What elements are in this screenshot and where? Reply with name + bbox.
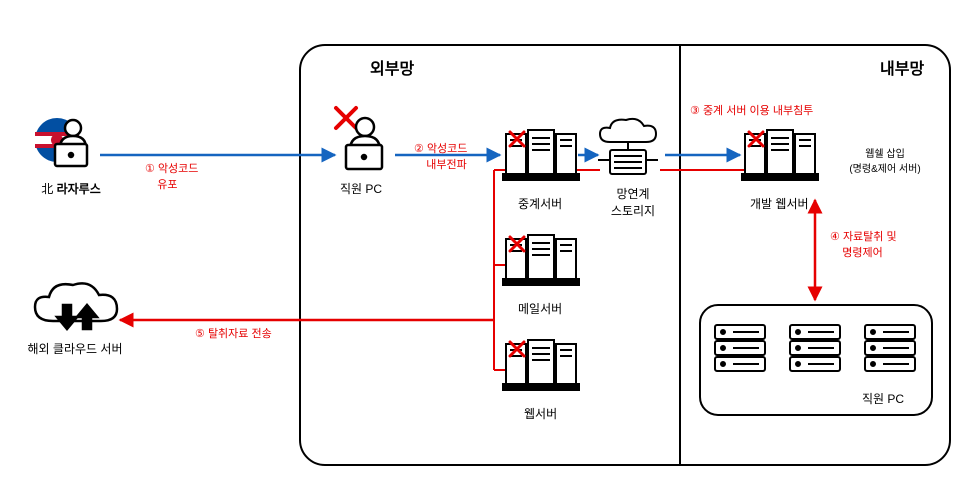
- network-storage-label: 망연계스토리지: [608, 185, 658, 219]
- cloud-server-icon: [35, 283, 117, 329]
- cloud-server-label: 해외 클라우드 서버: [20, 340, 130, 357]
- employee-pc-label: 직원 PC: [340, 180, 382, 197]
- step5-label: ⑤ 탈취자료 전송: [195, 325, 272, 341]
- step2-label: ② 악성코드 내부전파: [414, 140, 494, 172]
- relay-server-icon: [503, 130, 579, 180]
- mail-server-icon: [503, 235, 579, 285]
- webshell-label: 웹쉘 삽입(명령&제어 서버): [835, 145, 935, 175]
- employee-pc-rack-3: [865, 325, 915, 371]
- web-server-icon: [503, 340, 579, 390]
- mail-server-label: 메일서버: [518, 300, 562, 317]
- inner-zone-label: 내부망: [880, 55, 924, 79]
- employee-pc-rack-1: [715, 325, 765, 371]
- employee-pc-rack-2: [790, 325, 840, 371]
- step4-label: ④ 자료탈취 및 명령제어: [830, 228, 920, 260]
- outer-zone-label: 외부망: [370, 55, 414, 79]
- diagram-canvas: [0, 0, 975, 500]
- lazarus-label: 北 라자루스: [26, 180, 116, 197]
- compromise-mark: [336, 108, 356, 128]
- lazarus-icon: [35, 118, 87, 166]
- dev-web-server-icon: [742, 130, 818, 180]
- employee-pc-group-label: 직원 PC: [862, 390, 904, 407]
- step3-label: ③ 중계 서버 이용 내부침투: [690, 102, 813, 118]
- network-storage-icon: [598, 119, 658, 174]
- dev-web-server-label: 개발 웹서버: [750, 195, 809, 212]
- web-server-label: 웹서버: [524, 405, 557, 422]
- step1-label: ① 악성코드 유포: [145, 160, 235, 192]
- relay-server-label: 중계서버: [518, 195, 562, 212]
